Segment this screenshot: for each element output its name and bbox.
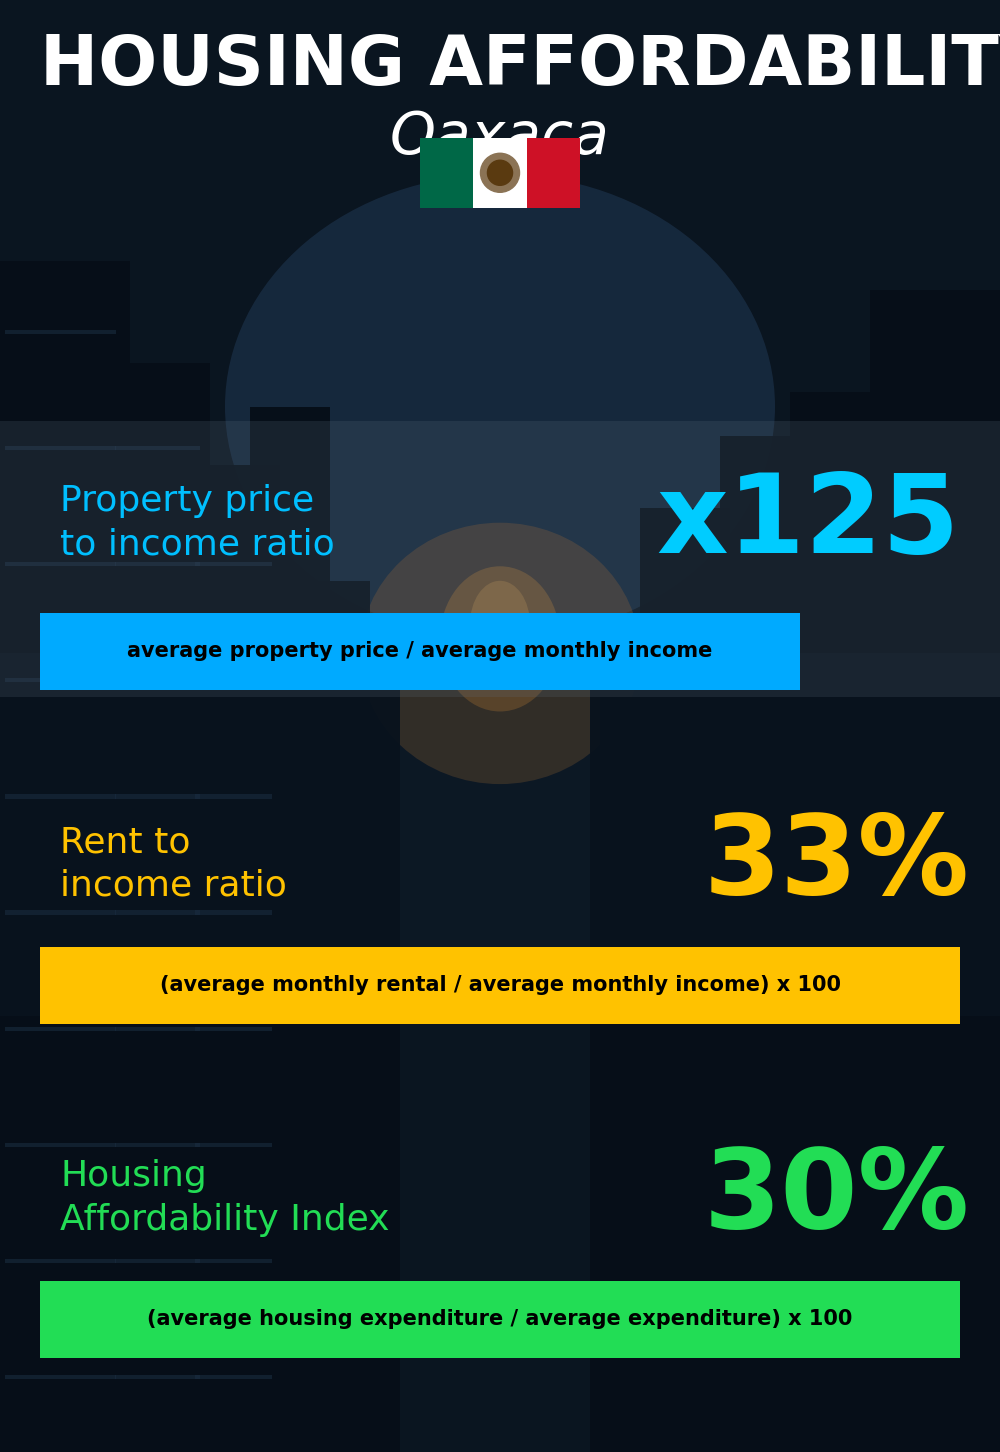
Ellipse shape <box>225 174 775 639</box>
Bar <box>115 678 200 682</box>
Circle shape <box>487 160 513 186</box>
Bar <box>473 138 527 208</box>
Bar <box>527 138 580 208</box>
Bar <box>195 794 272 799</box>
Text: Rent to
income ratio: Rent to income ratio <box>60 825 287 903</box>
Bar <box>195 562 272 566</box>
Circle shape <box>480 154 520 192</box>
Bar <box>195 1027 272 1031</box>
Bar <box>5 562 116 566</box>
Bar <box>115 562 200 566</box>
Bar <box>115 910 200 915</box>
Bar <box>5 910 116 915</box>
Bar <box>590 639 650 1452</box>
Bar <box>5 1259 116 1263</box>
Bar <box>115 1027 200 1031</box>
Text: x125: x125 <box>657 469 960 576</box>
Bar <box>600 697 650 1452</box>
Text: Property price
to income ratio: Property price to income ratio <box>60 484 335 562</box>
Bar <box>40 947 960 1024</box>
Bar <box>115 1143 200 1147</box>
Bar <box>5 1143 116 1147</box>
Text: (average housing expenditure / average expenditure) x 100: (average housing expenditure / average e… <box>147 1310 853 1329</box>
Text: 33%: 33% <box>704 810 970 918</box>
Bar <box>115 1375 200 1379</box>
Text: 30%: 30% <box>704 1144 970 1252</box>
Bar <box>790 392 890 1452</box>
Text: (average monthly rental / average monthly income) x 100: (average monthly rental / average monthl… <box>160 976 841 995</box>
Bar <box>5 446 116 450</box>
Text: average property price / average monthly income: average property price / average monthly… <box>127 642 713 661</box>
Bar <box>0 261 130 1452</box>
Bar <box>0 653 1000 1016</box>
Bar <box>250 407 330 1452</box>
Bar <box>40 613 800 690</box>
Ellipse shape <box>360 523 640 784</box>
Bar <box>720 436 810 1452</box>
Bar <box>195 678 272 682</box>
Bar <box>195 1259 272 1263</box>
Bar <box>115 1259 200 1263</box>
Bar <box>350 653 400 1452</box>
Text: Housing
Affordability Index: Housing Affordability Index <box>60 1159 390 1237</box>
Bar <box>5 678 116 682</box>
Bar <box>40 1281 960 1358</box>
Bar <box>195 910 272 915</box>
Bar <box>195 1375 272 1379</box>
Bar <box>190 465 280 1452</box>
Bar <box>195 1143 272 1147</box>
Text: Oaxaca: Oaxaca <box>390 109 610 167</box>
Text: HOUSING AFFORDABILITY: HOUSING AFFORDABILITY <box>40 32 1000 99</box>
Bar <box>0 421 1000 697</box>
Bar <box>115 446 200 450</box>
Bar <box>5 794 116 799</box>
Bar <box>5 1375 116 1379</box>
Bar <box>110 363 210 1452</box>
Bar <box>5 330 116 334</box>
Ellipse shape <box>440 566 560 711</box>
Bar <box>420 138 473 208</box>
Bar <box>5 1027 116 1031</box>
Bar <box>870 290 1000 1452</box>
Bar <box>640 508 730 1452</box>
Bar <box>310 581 370 1452</box>
Ellipse shape <box>470 581 530 668</box>
Bar <box>115 794 200 799</box>
